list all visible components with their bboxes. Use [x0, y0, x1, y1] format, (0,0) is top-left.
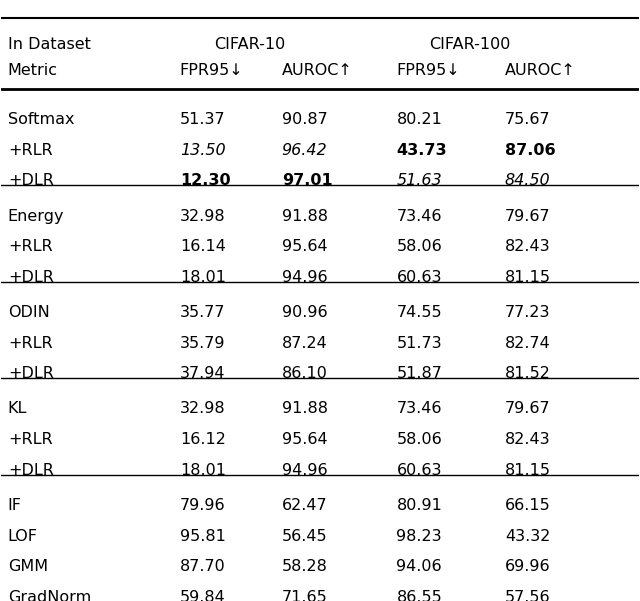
Text: 60.63: 60.63	[396, 463, 442, 478]
Text: 51.87: 51.87	[396, 366, 442, 381]
Text: 62.47: 62.47	[282, 498, 328, 513]
Text: FPR95↓: FPR95↓	[180, 63, 243, 78]
Text: Metric: Metric	[8, 63, 58, 78]
Text: 80.21: 80.21	[396, 112, 442, 127]
Text: 96.42: 96.42	[282, 142, 328, 157]
Text: In Dataset: In Dataset	[8, 37, 91, 52]
Text: 77.23: 77.23	[505, 305, 550, 320]
Text: 87.70: 87.70	[180, 560, 225, 575]
Text: 94.06: 94.06	[396, 560, 442, 575]
Text: 95.64: 95.64	[282, 239, 328, 254]
Text: GradNorm: GradNorm	[8, 590, 91, 601]
Text: 94.96: 94.96	[282, 463, 328, 478]
Text: 32.98: 32.98	[180, 209, 225, 224]
Text: +RLR: +RLR	[8, 432, 52, 447]
Text: +RLR: +RLR	[8, 239, 52, 254]
Text: 81.15: 81.15	[505, 270, 551, 285]
Text: +DLR: +DLR	[8, 173, 54, 188]
Text: CIFAR-100: CIFAR-100	[429, 37, 511, 52]
Text: Energy: Energy	[8, 209, 64, 224]
Text: 91.88: 91.88	[282, 401, 328, 416]
Text: 81.15: 81.15	[505, 463, 551, 478]
Text: 86.55: 86.55	[396, 590, 442, 601]
Text: KL: KL	[8, 401, 27, 416]
Text: 87.06: 87.06	[505, 142, 556, 157]
Text: +RLR: +RLR	[8, 335, 52, 350]
Text: 66.15: 66.15	[505, 498, 550, 513]
Text: CIFAR-10: CIFAR-10	[214, 37, 285, 52]
Text: 75.67: 75.67	[505, 112, 550, 127]
Text: 94.96: 94.96	[282, 270, 328, 285]
Text: 71.65: 71.65	[282, 590, 328, 601]
Text: 73.46: 73.46	[396, 401, 442, 416]
Text: 95.64: 95.64	[282, 432, 328, 447]
Text: +RLR: +RLR	[8, 142, 52, 157]
Text: 51.73: 51.73	[396, 335, 442, 350]
Text: 37.94: 37.94	[180, 366, 225, 381]
Text: GMM: GMM	[8, 560, 48, 575]
Text: 87.24: 87.24	[282, 335, 328, 350]
Text: 80.91: 80.91	[396, 498, 442, 513]
Text: 57.56: 57.56	[505, 590, 550, 601]
Text: 16.12: 16.12	[180, 432, 226, 447]
Text: 74.55: 74.55	[396, 305, 442, 320]
Text: LOF: LOF	[8, 529, 38, 544]
Text: 90.87: 90.87	[282, 112, 328, 127]
Text: AUROC↑: AUROC↑	[505, 63, 575, 78]
Text: 43.73: 43.73	[396, 142, 447, 157]
Text: 90.96: 90.96	[282, 305, 328, 320]
Text: 86.10: 86.10	[282, 366, 328, 381]
Text: 95.81: 95.81	[180, 529, 226, 544]
Text: 18.01: 18.01	[180, 463, 226, 478]
Text: 79.96: 79.96	[180, 498, 225, 513]
Text: 59.84: 59.84	[180, 590, 225, 601]
Text: 69.96: 69.96	[505, 560, 550, 575]
Text: 43.32: 43.32	[505, 529, 550, 544]
Text: AUROC↑: AUROC↑	[282, 63, 353, 78]
Text: 82.43: 82.43	[505, 239, 550, 254]
Text: +DLR: +DLR	[8, 270, 54, 285]
Text: Softmax: Softmax	[8, 112, 74, 127]
Text: 79.67: 79.67	[505, 209, 550, 224]
Text: 32.98: 32.98	[180, 401, 225, 416]
Text: 91.88: 91.88	[282, 209, 328, 224]
Text: 35.77: 35.77	[180, 305, 225, 320]
Text: 84.50: 84.50	[505, 173, 550, 188]
Text: 51.63: 51.63	[396, 173, 442, 188]
Text: 98.23: 98.23	[396, 529, 442, 544]
Text: 79.67: 79.67	[505, 401, 550, 416]
Text: 58.28: 58.28	[282, 560, 328, 575]
Text: +DLR: +DLR	[8, 463, 54, 478]
Text: FPR95↓: FPR95↓	[396, 63, 460, 78]
Text: 35.79: 35.79	[180, 335, 225, 350]
Text: 82.43: 82.43	[505, 432, 550, 447]
Text: 60.63: 60.63	[396, 270, 442, 285]
Text: 12.30: 12.30	[180, 173, 230, 188]
Text: 81.52: 81.52	[505, 366, 550, 381]
Text: 58.06: 58.06	[396, 432, 442, 447]
Text: 51.37: 51.37	[180, 112, 225, 127]
Text: 73.46: 73.46	[396, 209, 442, 224]
Text: 82.74: 82.74	[505, 335, 550, 350]
Text: +DLR: +DLR	[8, 366, 54, 381]
Text: IF: IF	[8, 498, 22, 513]
Text: 58.06: 58.06	[396, 239, 442, 254]
Text: 16.14: 16.14	[180, 239, 226, 254]
Text: 97.01: 97.01	[282, 173, 332, 188]
Text: 13.50: 13.50	[180, 142, 225, 157]
Text: 18.01: 18.01	[180, 270, 226, 285]
Text: ODIN: ODIN	[8, 305, 49, 320]
Text: 56.45: 56.45	[282, 529, 328, 544]
